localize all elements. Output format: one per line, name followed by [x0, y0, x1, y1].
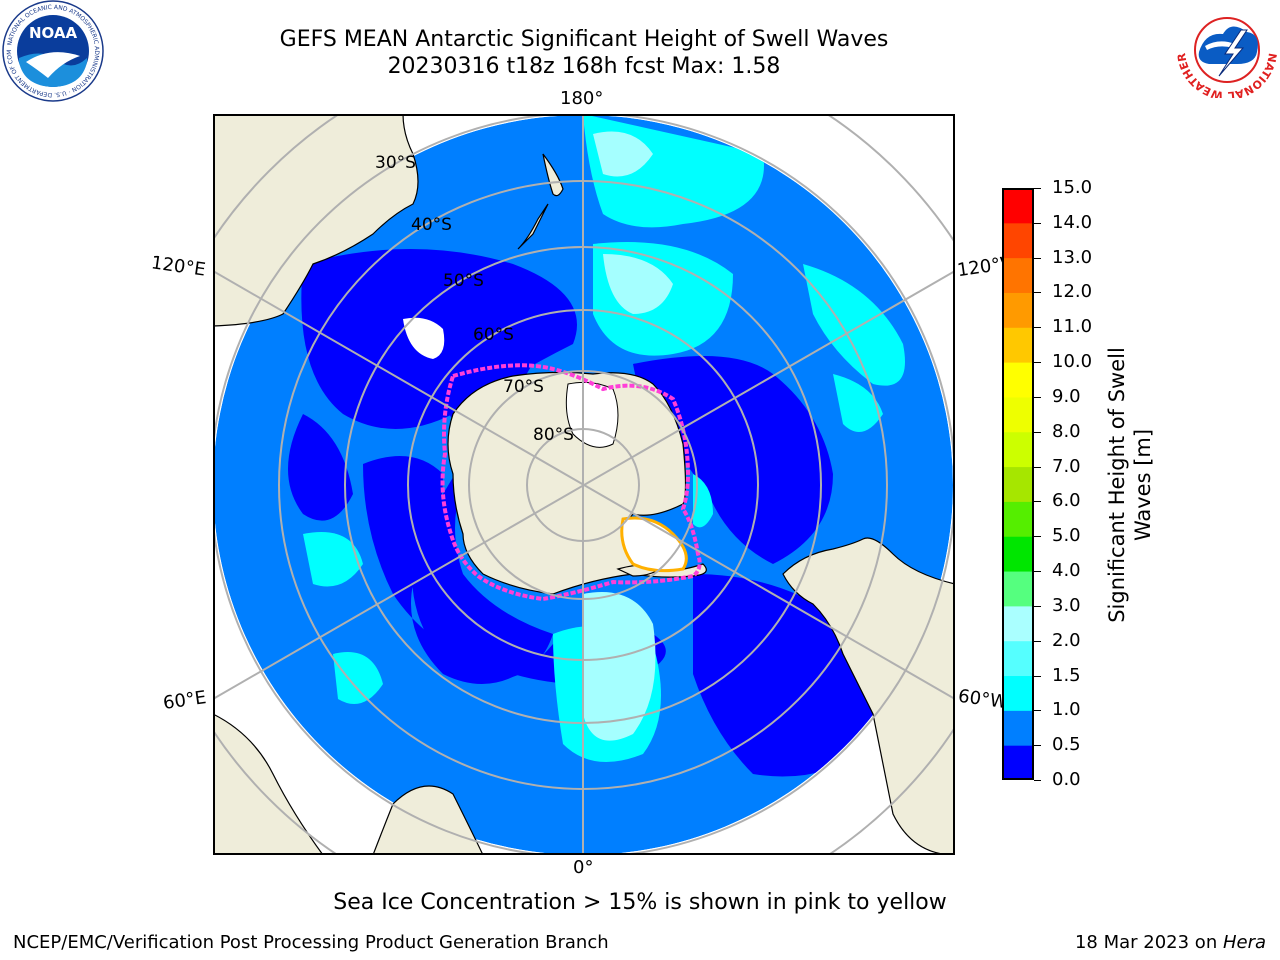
- lat-label-40: 40°S: [411, 215, 452, 235]
- colorbar-segment: [1002, 431, 1034, 468]
- colorbar-label-line2: Waves [m]: [1131, 428, 1155, 542]
- colorbar-tick-label: 14.0: [1052, 211, 1093, 233]
- colorbar-tick-label: 6.0: [1052, 490, 1081, 512]
- lat-label-50: 50°S: [443, 271, 484, 291]
- colorbar-segment: [1002, 466, 1034, 502]
- lon-label-180: 180°: [560, 88, 604, 109]
- colorbar-tick-label: 5.0: [1052, 525, 1081, 547]
- polar-map: 30°S 40°S 50°S 60°S 70°S 80°S: [213, 114, 955, 855]
- colorbar-segment: [1002, 571, 1034, 607]
- lon-label-120e: 120°E: [149, 252, 207, 281]
- colorbar-tick-mark: [1034, 745, 1041, 747]
- colorbar-tick-label: 8.0: [1052, 420, 1081, 442]
- colorbar-frame: [1002, 188, 1034, 780]
- lat-label-60: 60°S: [473, 325, 514, 345]
- meridians: [213, 114, 955, 855]
- colorbar-tick-mark: [1034, 640, 1041, 642]
- lon-label-0: 0°: [573, 857, 594, 878]
- footer-date: 18 Mar 2023 on Hera: [1075, 932, 1266, 953]
- colorbar-segment: [1002, 362, 1034, 398]
- colorbar-tick-mark: [1034, 675, 1041, 677]
- land-masses: [213, 114, 955, 855]
- colorbar-tick-mark: [1034, 536, 1041, 538]
- noaa-logo-text: NOAA: [29, 24, 78, 42]
- chart-subtitle: 20230316 t18z 168h fcst Max: 1.58: [387, 54, 781, 79]
- colorbar-tick-mark: [1034, 292, 1041, 294]
- colorbar-tick-mark: [1034, 222, 1041, 224]
- colorbar-tick-label: 3.0: [1052, 594, 1081, 616]
- colorbar-tick-mark: [1034, 605, 1041, 607]
- colorbar-segment: [1002, 710, 1034, 746]
- footer-date-text: 18 Mar 2023 on: [1074, 932, 1223, 953]
- colorbar-segment: [1002, 640, 1034, 677]
- colorbar-segment: [1002, 222, 1034, 259]
- lat-label-30: 30°S: [375, 153, 416, 173]
- colorbar-tick-label: 13.0: [1052, 246, 1093, 268]
- nws-logo-icon: NATIONAL WEATHER SERVICE: [1175, 2, 1279, 98]
- colorbar-tick-mark: [1034, 257, 1041, 259]
- colorbar-tick-mark: [1034, 431, 1041, 433]
- colorbar-tick-label: 0.0: [1052, 769, 1081, 790]
- colorbar-tick-mark: [1034, 362, 1041, 364]
- colorbar-segment: [1002, 501, 1034, 537]
- lat-label-80: 80°S: [533, 425, 574, 445]
- colorbar-segment: [1002, 188, 1034, 224]
- colorbar-tick-mark: [1034, 501, 1041, 503]
- colorbar: [1002, 188, 1034, 780]
- lon-label-60e: 60°E: [161, 687, 208, 714]
- colorbar-tick-mark: [1034, 571, 1041, 573]
- colorbar-tick-label: 9.0: [1052, 385, 1081, 407]
- colorbar-segment: [1002, 257, 1034, 293]
- colorbar-segment: [1002, 327, 1034, 363]
- colorbar-tick-label: 2.0: [1052, 629, 1081, 651]
- colorbar-segment: [1002, 536, 1034, 572]
- colorbar-segment: [1002, 675, 1034, 711]
- colorbar-tick-mark: [1034, 396, 1041, 398]
- colorbar-tick-label: 12.0: [1052, 281, 1093, 303]
- chart-title: GEFS MEAN Antarctic Significant Height o…: [279, 27, 889, 52]
- colorbar-tick-mark: [1034, 780, 1041, 781]
- noaa-logo-icon: NOAA NATIONAL OCEANIC AND ATMOSPHERIC AD…: [2, 0, 104, 102]
- colorbar-tick-label: 7.0: [1052, 455, 1081, 477]
- colorbar-tick-label: 1.0: [1052, 699, 1081, 721]
- colorbar-tick-label: 10.0: [1052, 351, 1093, 373]
- colorbar-segment: [1002, 292, 1034, 328]
- colorbar-tick-mark: [1034, 327, 1041, 329]
- colorbar-tick-mark: [1034, 466, 1041, 468]
- colorbar-tick-mark: [1034, 710, 1041, 712]
- colorbar-segment: [1002, 745, 1034, 780]
- footer-credit: NCEP/EMC/Verification Post Processing Pr…: [13, 932, 609, 953]
- colorbar-tick-label: 4.0: [1052, 560, 1081, 582]
- colorbar-segment: [1002, 396, 1034, 433]
- colorbar-segment: [1002, 605, 1034, 642]
- colorbar-label-line1: Significant Height of Swell: [1105, 347, 1129, 623]
- colorbar-tick-label: 15.0: [1052, 177, 1093, 198]
- colorbar-tick-mark: [1034, 188, 1041, 189]
- colorbar-tick-label: 0.5: [1052, 734, 1081, 756]
- colorbar-tick-label: 11.0: [1052, 316, 1093, 338]
- sea-ice-note: Sea Ice Concentration > 15% is shown in …: [333, 890, 947, 915]
- colorbar-tick-label: 1.5: [1052, 664, 1081, 686]
- footer-host: Hera: [1222, 932, 1266, 953]
- lat-label-70: 70°S: [503, 377, 544, 397]
